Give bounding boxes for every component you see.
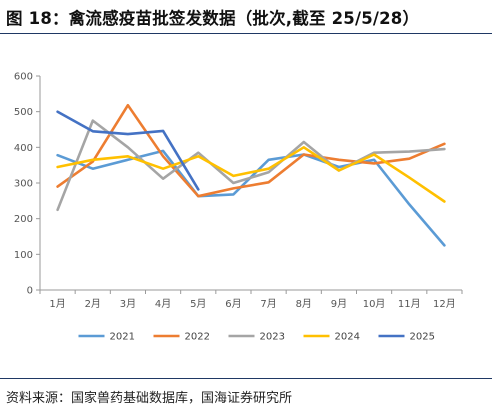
series-line-2021 [56,149,446,247]
legend-label-2023: 2023 [260,332,285,343]
y-tick-label: 300 [14,179,33,190]
source-bar: 资料来源：国家兽药基础数据库，国海证券研究所 [0,378,492,413]
y-tick-label: 500 [14,107,33,118]
legend-label-2021: 2021 [110,332,135,343]
x-tick-label: 12月 [433,298,456,310]
y-tick-label: 100 [14,250,33,261]
y-tick-label: 400 [14,143,33,154]
x-tick-label: 1月 [49,298,65,310]
series-line-2022 [56,103,446,198]
y-tick-label: 200 [14,214,33,225]
y-tick-label: 600 [14,72,33,83]
figure-title: 图 18：禽流感疫苗批签发数据（批次,截至 25/5/28） [6,8,420,28]
line-chart: 0 100 200 300 400 500 600 1月 2月 3月 4月 5月 6月 7月 8月 9月 10月… [14,72,463,343]
x-tick-label: 10月 [363,298,386,310]
figure-title-bar: 图 18：禽流感疫苗批签发数据（批次,截至 25/5/28） [0,0,492,34]
x-tick-label: 3月 [120,298,136,310]
x-tick-label: 8月 [296,298,312,310]
x-tick-label: 9月 [331,298,347,310]
y-tick-label: 0 [27,286,33,297]
legend-label-2022: 2022 [185,332,210,343]
series-line-2023 [56,119,446,212]
x-tick-label: 4月 [155,298,171,310]
x-tick-label: 2月 [85,298,101,310]
x-tick-label: 5月 [190,298,206,310]
series-line-2025 [56,110,200,191]
legend-label-2024: 2024 [335,332,360,343]
legend-label-2025: 2025 [410,332,435,343]
x-tick-label: 11月 [398,298,421,310]
x-tick-label: 6月 [225,298,241,310]
series-line-2024 [56,146,446,203]
x-tick-label: 7月 [260,298,276,310]
source-note: 资料来源：国家兽药基础数据库，国海证券研究所 [6,390,293,406]
